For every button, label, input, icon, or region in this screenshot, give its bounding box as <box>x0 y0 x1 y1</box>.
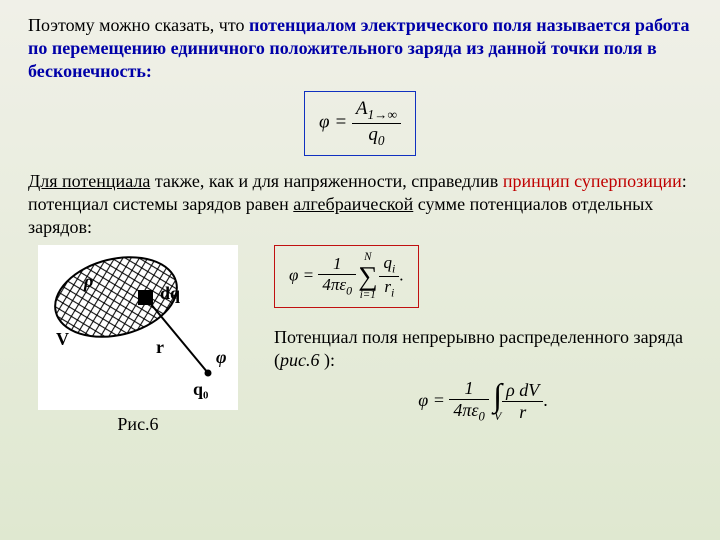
f3-eps0: 0 <box>478 410 484 424</box>
figure-caption: Рис.6 <box>28 414 248 435</box>
p2-t2: также, как и для напряженности, справедл… <box>150 171 503 191</box>
num-sub: 1→∞ <box>368 107 397 122</box>
f2-one: 1 <box>318 254 356 275</box>
c3-t2: рис.6 <box>280 350 324 370</box>
f3-int-low: V <box>493 411 502 423</box>
f2-ri-sub: i <box>391 285 394 299</box>
f3-int: ∫V <box>493 380 502 422</box>
continuous-charge-text: Потенциал поля непрерывно распределенног… <box>274 326 692 372</box>
label-q0: q₀ <box>193 379 208 400</box>
label-phi: φ <box>216 347 227 368</box>
phi-symbol: φ <box>319 112 330 133</box>
equals: = <box>330 112 352 133</box>
den-sub: 0 <box>378 133 385 148</box>
superposition-paragraph: Для потенциала также, как и для напряжен… <box>28 170 692 239</box>
formula-2-row: φ = 14πε0N∑i=1qiri. <box>274 245 692 308</box>
formula-2: φ = 14πε0N∑i=1qiri. <box>274 245 419 308</box>
definition-paragraph: Поэтому можно сказать, что потенциалом э… <box>28 14 692 83</box>
figure-column: ρ dq V r φ q₀ Рис.6 <box>28 245 248 435</box>
p2-t5: алгебраической <box>293 194 413 214</box>
label-dq: dq <box>160 283 180 304</box>
f3-rho: ρ <box>506 380 515 400</box>
p2-t3: принцип суперпозиции <box>503 171 682 191</box>
intro-text: Поэтому можно сказать, что <box>28 15 249 35</box>
f3-one: 1 <box>449 378 488 400</box>
f2-phi: φ <box>289 265 298 284</box>
c3-t1: Потенциал поля непрерывно распределенног… <box>274 327 683 370</box>
formula-1-row: φ = A1→∞ q0 <box>28 91 692 156</box>
f3-4pe: 4πε <box>453 400 478 420</box>
formula-3: φ = 14πε0 ∫Vρ dVr. <box>418 390 548 410</box>
f3-frac1: 14πε0 <box>449 378 488 425</box>
f3-frac2: ρ dVr <box>502 380 543 423</box>
formula-3-row: φ = 14πε0 ∫Vρ dVr. <box>274 378 692 425</box>
f2-frac1: 14πε0 <box>318 254 356 298</box>
f2-sum-bot: i=1 <box>358 290 377 301</box>
f2-eq: = <box>298 265 318 284</box>
f2-qi: q <box>383 253 392 272</box>
f3-dot: . <box>543 390 548 410</box>
label-V: V <box>56 329 69 350</box>
f3-r: r <box>502 402 543 423</box>
f2-frac2: qiri <box>379 253 399 301</box>
f3-dV: dV <box>515 380 540 400</box>
f2-4pe: 4πε <box>322 275 346 294</box>
num-A: A <box>356 98 368 119</box>
figure-6: ρ dq V r φ q₀ <box>38 245 238 410</box>
f3-phi: φ <box>418 390 428 410</box>
f2-dot: . <box>399 265 403 284</box>
c3-t3: ): <box>324 350 335 370</box>
label-r: r <box>156 337 164 358</box>
f2-eps0: 0 <box>346 284 352 298</box>
den-q: q <box>368 124 378 145</box>
fraction: A1→∞ q0 <box>352 98 401 149</box>
f2-qi-sub: i <box>392 261 395 275</box>
p2-t1: Для потенциала <box>28 171 150 191</box>
f3-eq: = <box>428 390 449 410</box>
f2-sum: N∑i=1 <box>358 252 377 301</box>
label-rho: ρ <box>84 271 93 292</box>
formula-1: φ = A1→∞ q0 <box>304 91 416 156</box>
